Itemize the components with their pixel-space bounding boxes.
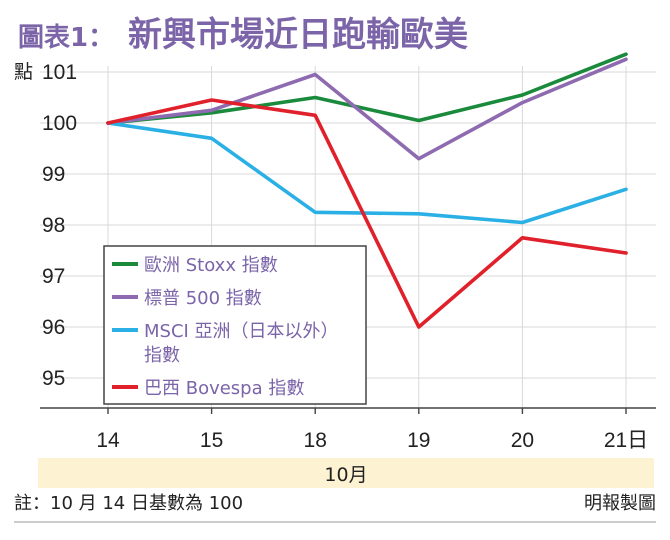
y-tick-label: 101	[42, 61, 77, 84]
y-axis-ticks: 95 96 97 98 99 100 101	[42, 61, 77, 390]
x-tick-label: 21日	[604, 429, 648, 452]
y-tick-label: 96	[42, 316, 65, 339]
legend-label-stoxx: 歐洲 Stoxx 指數	[144, 255, 278, 276]
y-axis-unit-label: 點	[14, 61, 33, 83]
legend-label-msci-asia: MSCI 亞洲（日本以外）	[144, 321, 339, 342]
footer-note: 註：10 月 14 日基數為 100	[14, 493, 243, 514]
x-axis-ticks: 14 15 18 19 20 21日	[96, 408, 648, 452]
footer-source: 明報製圖	[584, 493, 656, 514]
title-text: 新興市場近日跑輸歐美	[128, 15, 468, 55]
y-tick-label: 99	[42, 163, 65, 186]
legend-label-sp500: 標普 500 指數	[144, 288, 262, 309]
x-tick-label: 20	[511, 429, 534, 452]
y-tick-label: 100	[42, 112, 77, 135]
series-line-sp500	[106, 57, 628, 161]
month-band	[38, 458, 654, 488]
x-tick-label: 14	[96, 429, 120, 452]
series-line-stoxx	[106, 52, 628, 125]
legend-box	[103, 245, 367, 405]
title-prefix: 圖表1：	[18, 23, 114, 53]
series-line-msci-asia	[106, 121, 628, 225]
x-tick-label: 19	[407, 429, 430, 452]
y-tick-label: 97	[42, 265, 65, 288]
legend-label-bovespa: 巴西 Bovespa 指數	[144, 378, 304, 399]
chart-title: 圖表1： 新興市場近日跑輸歐美	[18, 15, 468, 55]
y-tick-label: 98	[42, 214, 65, 237]
x-axis-month-label: 10月	[324, 464, 367, 486]
series-line-bovespa	[106, 98, 628, 329]
legend: 歐洲 Stoxx 指數 標普 500 指數 MSCI 亞洲（日本以外） 指數 巴…	[103, 245, 367, 405]
x-tick-label: 18	[304, 429, 327, 452]
series-layer	[106, 52, 628, 329]
x-tick-label: 15	[200, 429, 223, 452]
y-tick-label: 95	[42, 367, 65, 390]
legend-label-msci-asia-cont: 指數	[144, 345, 180, 366]
